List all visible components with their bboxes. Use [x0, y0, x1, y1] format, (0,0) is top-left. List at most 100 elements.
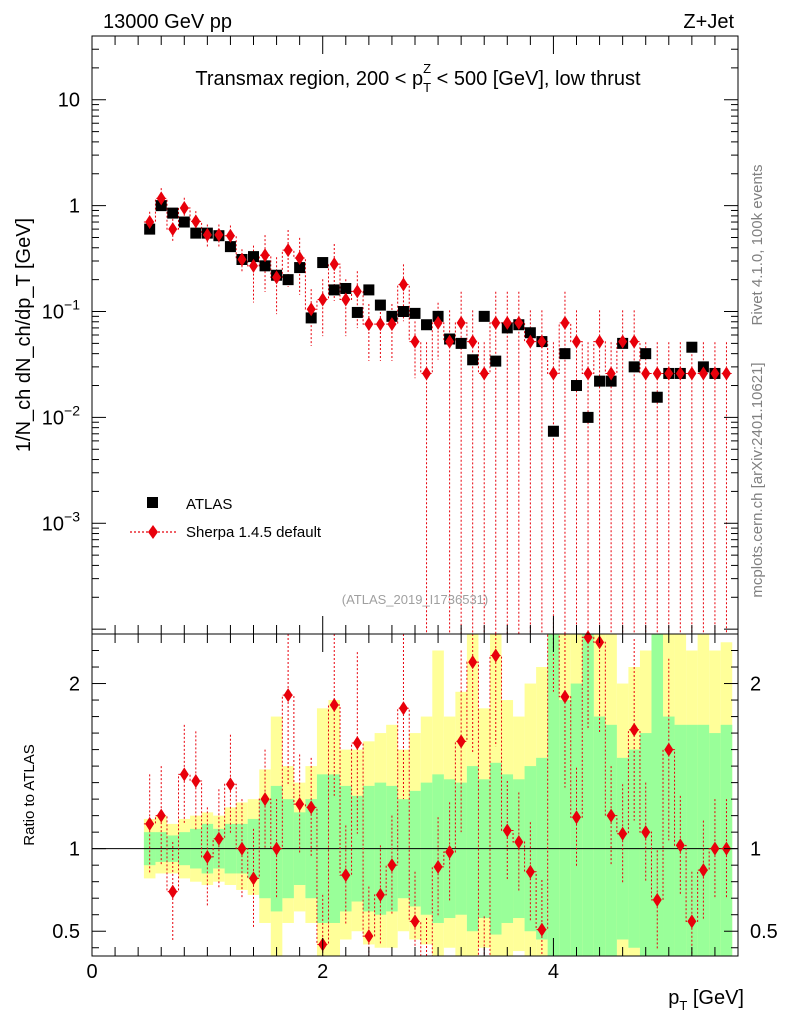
data-point-sherpa	[433, 315, 443, 330]
data-point-atlas	[594, 375, 606, 387]
header-left-label: 13000 GeV pp	[103, 11, 232, 33]
y-tick-label-ratio-left: 1	[69, 839, 80, 861]
ratio-point-sherpa	[491, 648, 501, 663]
ratio-point-sherpa	[202, 849, 212, 864]
plot-title-sup: Z	[423, 61, 431, 76]
ratio-point-sherpa	[156, 808, 166, 823]
data-point-atlas	[397, 306, 409, 318]
data-point-atlas	[305, 312, 317, 324]
ratio-point-sherpa	[572, 810, 581, 825]
data-point-sherpa	[629, 334, 639, 349]
data-point-atlas	[605, 375, 617, 387]
data-point-sherpa	[202, 227, 212, 242]
data-point-sherpa	[479, 366, 489, 381]
data-point-atlas	[628, 361, 640, 373]
data-point-atlas	[547, 425, 559, 437]
data-point-sherpa	[168, 222, 178, 237]
ratio-point-sherpa	[387, 858, 397, 873]
y-tick-label-base: 10	[42, 302, 64, 324]
data-point-sherpa	[595, 334, 605, 349]
data-point-sherpa	[156, 191, 166, 206]
data-point-sherpa	[398, 277, 408, 292]
data-point-atlas	[374, 299, 386, 311]
x-tick-label: 0	[86, 961, 97, 983]
data-point-atlas	[144, 223, 156, 235]
y-tick-label-ratio-right: 1	[750, 839, 761, 861]
data-point-atlas	[524, 327, 536, 339]
y-tick-label-main: 10−2	[42, 402, 80, 429]
y-axis-label-text: 1/N_ch dN_ch/dp_T [GeV]	[13, 218, 35, 452]
data-point-sherpa	[225, 228, 235, 243]
ratio-point-sherpa	[629, 722, 639, 737]
ratio-point-sherpa	[433, 859, 443, 874]
data-point-atlas	[190, 227, 202, 239]
y-tick-label-main: 1	[69, 196, 80, 218]
ratio-point-sherpa	[214, 831, 224, 846]
header-right-label: Z+Jet	[683, 11, 734, 33]
data-point-atlas	[651, 391, 663, 403]
data-point-sherpa	[606, 366, 616, 381]
y-tick-label-main: 10−3	[42, 508, 80, 535]
ratio-point-sherpa	[652, 892, 662, 907]
ratio-point-sherpa	[525, 864, 535, 879]
data-point-atlas	[248, 251, 259, 263]
data-point-atlas	[294, 262, 306, 274]
ratio-point-sherpa	[445, 844, 455, 859]
data-point-sherpa	[387, 317, 397, 332]
y-tick-label-base: 10	[42, 407, 64, 429]
y-tick-label-base: 10	[42, 513, 64, 535]
data-point-sherpa	[502, 315, 512, 330]
legend-data-label: ATLAS	[186, 496, 232, 513]
ratio-point-sherpa	[145, 816, 155, 831]
ratio-point-sherpa	[710, 841, 720, 856]
data-point-sherpa	[318, 292, 328, 307]
data-point-atlas	[640, 348, 652, 360]
data-point-sherpa	[191, 214, 201, 229]
plot-title-main: Transmax region, 200 < p	[195, 68, 423, 90]
data-point-atlas	[340, 282, 352, 294]
ratio-point-sherpa	[272, 841, 282, 856]
data-point-sherpa	[422, 366, 432, 381]
data-point-sherpa	[375, 317, 385, 332]
y-tick-label-ratio-right: 0.5	[750, 921, 778, 943]
legend-mc-marker	[148, 525, 158, 539]
x-axis-label-unit: [GeV]	[687, 987, 744, 1009]
data-point-atlas	[317, 257, 329, 269]
data-point-atlas	[282, 274, 294, 286]
data-point-atlas	[455, 337, 467, 349]
legend-data-marker	[147, 497, 158, 508]
y-axis-label-main: 1/N_ch dN_ch/dp_T [GeV]	[13, 218, 35, 452]
ratio-point-sherpa	[375, 887, 385, 902]
y-tick-label-exp: −1	[64, 297, 80, 313]
data-point-atlas	[571, 380, 582, 392]
data-point-sherpa	[583, 366, 593, 381]
ratio-point-sherpa	[398, 701, 408, 716]
data-point-sherpa	[410, 334, 420, 349]
plot-title-sub: T	[423, 80, 431, 95]
ratio-point-sherpa	[168, 884, 178, 899]
ratio-point-sherpa	[329, 698, 339, 713]
data-point-atlas	[155, 200, 167, 212]
data-point-atlas	[224, 241, 236, 253]
data-point-atlas	[178, 216, 190, 228]
data-point-sherpa	[329, 257, 339, 272]
analysis-ref: (ATLAS_2019_I1736531)	[342, 592, 488, 607]
data-point-sherpa	[456, 315, 466, 330]
data-point-sherpa	[341, 292, 351, 307]
ratio-point-sherpa	[641, 825, 651, 840]
ratio-point-sherpa	[456, 734, 466, 749]
ratio-point-sherpa	[618, 826, 628, 841]
data-point-atlas	[490, 355, 502, 367]
y-tick-label-ratio-left: 2	[69, 674, 80, 696]
rivet-version-label: Rivet 4.1.0, 100k events	[749, 165, 766, 326]
data-point-sherpa	[698, 366, 708, 381]
data-point-sherpa	[491, 315, 501, 330]
data-point-sherpa	[445, 334, 455, 349]
data-point-sherpa	[618, 334, 628, 349]
data-point-atlas	[167, 207, 179, 219]
data-point-sherpa	[537, 334, 547, 349]
data-point-sherpa	[145, 215, 155, 230]
data-point-atlas	[559, 348, 571, 360]
data-point-atlas	[409, 307, 421, 319]
data-point-sherpa	[721, 366, 731, 381]
